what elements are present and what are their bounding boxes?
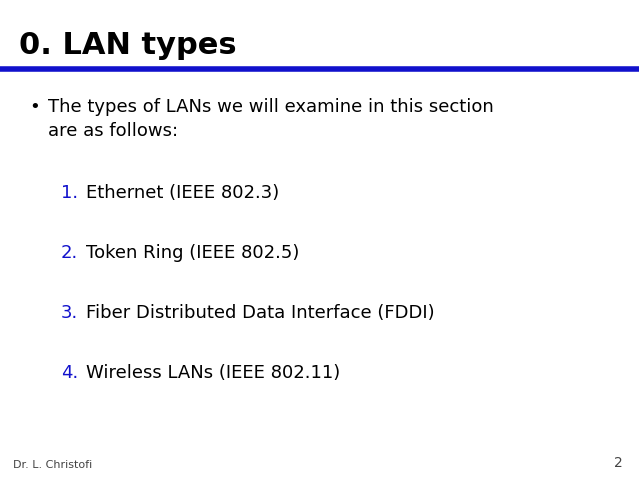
Text: 0. LAN types: 0. LAN types (19, 31, 237, 60)
Text: Wireless LANs (IEEE 802.11): Wireless LANs (IEEE 802.11) (86, 364, 341, 382)
Text: 2.: 2. (61, 244, 78, 262)
Text: The types of LANs we will examine in this section
are as follows:: The types of LANs we will examine in thi… (48, 98, 494, 140)
Text: 4.: 4. (61, 364, 78, 382)
Text: Token Ring (IEEE 802.5): Token Ring (IEEE 802.5) (86, 244, 300, 262)
Text: 1.: 1. (61, 184, 78, 203)
Text: Dr. L. Christofi: Dr. L. Christofi (13, 460, 92, 470)
Text: Ethernet (IEEE 802.3): Ethernet (IEEE 802.3) (86, 184, 279, 203)
Text: 3.: 3. (61, 304, 78, 322)
Text: 2: 2 (614, 456, 623, 470)
Text: Fiber Distributed Data Interface (FDDI): Fiber Distributed Data Interface (FDDI) (86, 304, 435, 322)
Text: •: • (29, 98, 40, 116)
